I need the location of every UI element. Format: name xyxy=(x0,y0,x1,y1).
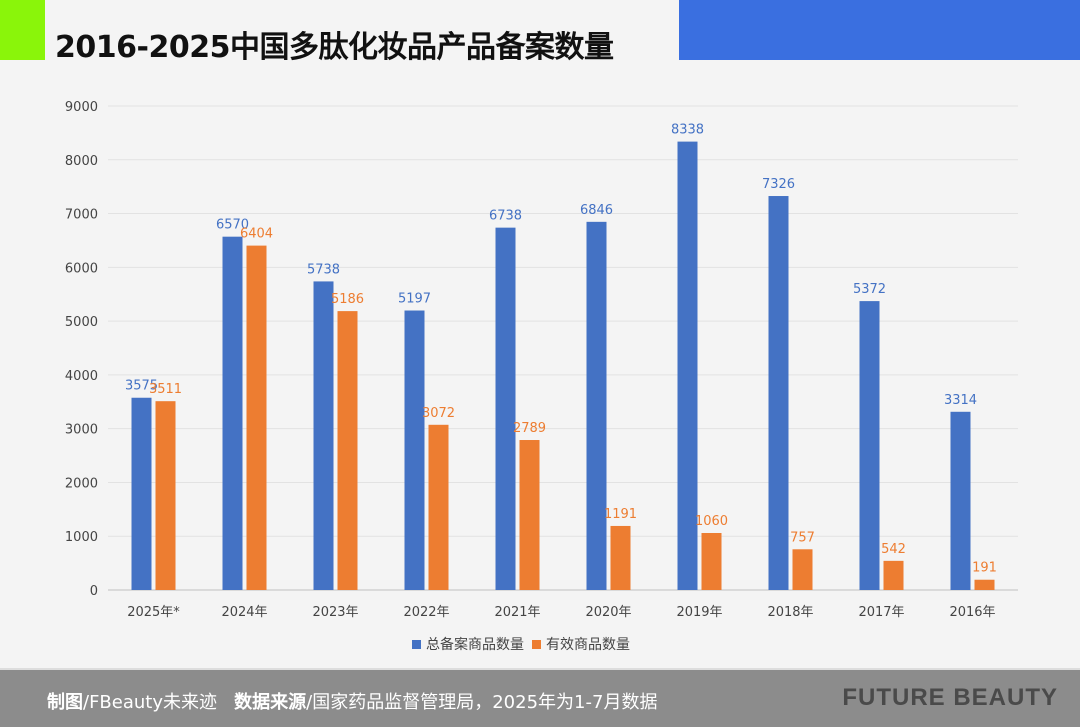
data-label: 3575 xyxy=(125,379,158,394)
data-label: 6738 xyxy=(489,209,522,224)
bar-valid xyxy=(337,311,358,590)
x-tick-label: 2016年 xyxy=(949,605,995,620)
data-label: 5372 xyxy=(853,282,886,297)
bar-total xyxy=(222,236,243,590)
data-label: 3511 xyxy=(149,382,182,397)
bar-valid xyxy=(610,525,631,590)
data-label: 2789 xyxy=(513,421,546,436)
bar-valid xyxy=(428,424,449,590)
data-label: 5738 xyxy=(307,262,340,277)
bar-chart: 0 1000 2000 3000 4000 5000 6000 7000 8000 9000 202… xyxy=(65,100,1018,653)
data-label: 6570 xyxy=(216,218,249,233)
bar-total xyxy=(586,221,607,590)
y-tick-label: 6000 xyxy=(65,261,98,276)
data-label: 191 xyxy=(972,561,997,576)
data-label: 1060 xyxy=(695,514,728,529)
y-tick-label: 9000 xyxy=(65,100,98,115)
data-label: 3314 xyxy=(944,393,977,408)
bar-valid xyxy=(792,549,813,590)
data-label: 3072 xyxy=(422,406,455,421)
legend-label: 有效商品数量 xyxy=(546,637,630,653)
maker: /FBeauty未来迹 xyxy=(83,692,217,713)
bar-valid xyxy=(155,401,176,590)
legend-label: 总备案商品数量 xyxy=(426,636,524,653)
data-label: 1191 xyxy=(604,507,637,522)
footer-credits: 制图/FBeauty未来迹 数据来源/国家药品监督管理局，2025年为1-7月数… xyxy=(47,688,657,714)
y-tick-label: 4000 xyxy=(65,369,98,384)
x-tick-label: 2022年 xyxy=(403,605,449,620)
bar-total xyxy=(859,301,880,590)
data-label: 5186 xyxy=(331,292,364,307)
x-tick-label: 2023年 xyxy=(312,605,358,620)
green-accent-block xyxy=(0,0,45,60)
y-tick-label: 3000 xyxy=(65,423,98,438)
x-tick-label: 2020年 xyxy=(585,605,631,620)
data-label: 6846 xyxy=(580,203,613,218)
data-label: 5197 xyxy=(398,292,431,307)
y-tick-label: 5000 xyxy=(65,315,98,330)
bar-valid xyxy=(246,245,267,590)
y-tick-label: 0 xyxy=(90,584,98,599)
blue-accent-block xyxy=(679,0,1080,60)
legend-swatch xyxy=(532,640,541,649)
bar-total xyxy=(950,411,971,590)
y-tick-label: 7000 xyxy=(65,208,98,223)
bar-total xyxy=(131,397,152,590)
maker-label: 制图 xyxy=(47,692,83,713)
x-tick-label: 2025年* xyxy=(127,605,180,620)
legend-swatch xyxy=(412,640,421,649)
x-tick-label: 2017年 xyxy=(858,605,904,620)
source: /国家药品监督管理局，2025年为1-7月数据 xyxy=(306,692,658,713)
bar-total xyxy=(313,281,334,590)
bar-valid xyxy=(519,440,540,590)
bar-valid xyxy=(883,560,904,590)
x-tick-label: 2019年 xyxy=(676,605,722,620)
footer: 制图/FBeauty未来迹 数据来源/国家药品监督管理局，2025年为1-7月数… xyxy=(0,668,1080,727)
data-label: 542 xyxy=(881,542,906,557)
source-label: 数据来源 xyxy=(234,692,307,713)
y-tick-label: 2000 xyxy=(65,476,98,491)
bar-total xyxy=(404,310,425,590)
bar-total xyxy=(495,227,516,591)
data-label: 6404 xyxy=(240,227,273,242)
data-label: 8338 xyxy=(671,123,704,138)
bar-total xyxy=(677,141,698,590)
bar-valid xyxy=(701,532,722,590)
y-tick-label: 8000 xyxy=(65,154,98,169)
x-tick-label: 2021年 xyxy=(494,605,540,620)
data-label: 7326 xyxy=(762,177,795,192)
x-tick-label: 2018年 xyxy=(767,605,813,620)
bar-valid xyxy=(974,579,995,590)
bar-total xyxy=(768,196,789,591)
x-tick-label: 2024年 xyxy=(221,605,267,620)
y-tick-label: 1000 xyxy=(65,530,98,545)
chart-title: 2016-2025中国多肽化妆品产品备案数量 xyxy=(55,30,614,65)
data-label: 757 xyxy=(790,530,815,545)
brand-logo: FUTURE BEAUTY xyxy=(842,684,1058,711)
